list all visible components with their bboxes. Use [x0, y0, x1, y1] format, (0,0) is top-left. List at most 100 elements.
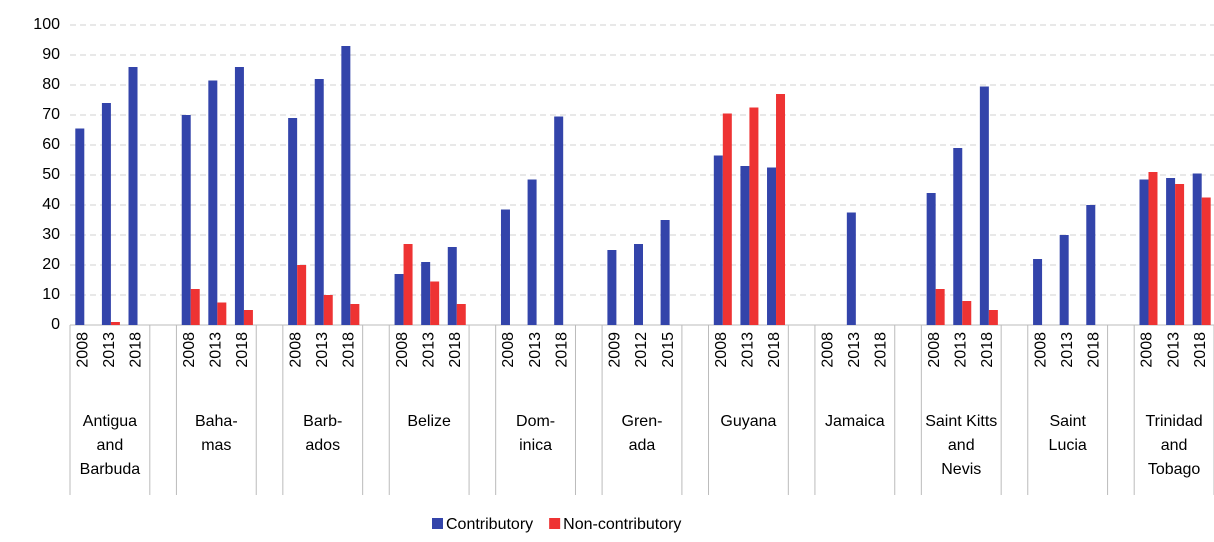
- bar: [288, 118, 298, 325]
- bar: [953, 148, 963, 325]
- x-tick-label: 2018: [1192, 332, 1209, 368]
- x-tick-label: 2015: [660, 332, 677, 368]
- bar: [660, 220, 670, 325]
- x-tick-label: 2018: [234, 332, 251, 368]
- bar: [447, 247, 457, 325]
- y-tick-label: 60: [42, 136, 60, 153]
- legend-label: Non-contributory: [563, 516, 681, 533]
- x-tick-label: 2008: [181, 332, 198, 368]
- bar: [314, 79, 324, 325]
- bar: [234, 67, 244, 325]
- x-tick-label: 2008: [500, 332, 517, 368]
- x-tick-label: 2018: [341, 332, 358, 368]
- bar: [634, 244, 643, 325]
- bar: [554, 116, 564, 325]
- x-tick-label: 2013: [952, 332, 969, 368]
- bar: [430, 281, 440, 325]
- x-tick-label: 2018: [128, 332, 145, 368]
- x-tick-label: 2008: [1032, 332, 1049, 368]
- x-tick-label: 2008: [713, 332, 730, 368]
- bar: [767, 167, 777, 325]
- x-tick-label: 2018: [447, 332, 464, 368]
- group-label: Dom- inica: [516, 413, 556, 454]
- bar: [217, 302, 227, 325]
- bar: [110, 322, 120, 325]
- bar: [341, 46, 351, 325]
- x-tick-label: 2008: [1139, 332, 1156, 368]
- bar: [394, 274, 404, 325]
- bar: [1166, 178, 1176, 325]
- bar: [607, 250, 617, 325]
- x-tick-label: 2009: [607, 332, 624, 368]
- bar: [1175, 184, 1185, 325]
- x-tick-label: 2013: [1165, 332, 1182, 368]
- x-tick-label: 2018: [1085, 332, 1102, 368]
- bar: [776, 94, 786, 325]
- y-tick-label: 10: [42, 286, 60, 303]
- y-tick-label: 70: [42, 106, 60, 123]
- legend-label: Contributory: [446, 516, 533, 533]
- bar: [722, 113, 732, 325]
- bar: [297, 265, 307, 325]
- x-tick-label: 2008: [394, 332, 411, 368]
- x-tick-label: 2013: [420, 332, 437, 368]
- bar: [243, 310, 253, 325]
- x-tick-label: 2013: [1059, 332, 1076, 368]
- x-tick-label: 2013: [101, 332, 118, 368]
- bar: [128, 67, 138, 325]
- x-tick-label: 2013: [527, 332, 544, 368]
- bar: [350, 304, 360, 325]
- x-tick-label: 2013: [208, 332, 225, 368]
- bar: [740, 166, 750, 325]
- group-label: Belize: [407, 413, 451, 430]
- bar: [403, 244, 413, 325]
- bar: [421, 262, 431, 325]
- bar: [979, 86, 989, 325]
- bar: [456, 304, 466, 325]
- bar: [1201, 197, 1211, 325]
- bar: [926, 193, 936, 325]
- bar: [749, 107, 759, 325]
- y-tick-label: 90: [42, 46, 60, 63]
- group-label: Antigua and Barbuda: [79, 413, 141, 478]
- group-label: Saint Kitts and Nevis: [925, 413, 998, 478]
- x-tick-label: 2018: [766, 332, 783, 368]
- group-label: Guyana: [720, 413, 777, 430]
- y-tick-label: 80: [42, 76, 60, 93]
- bar: [1148, 172, 1158, 325]
- x-tick-label: 2008: [287, 332, 304, 368]
- x-tick-label: 2008: [926, 332, 943, 368]
- x-tick-label: 2013: [314, 332, 331, 368]
- bar: [988, 310, 998, 325]
- bar: [1086, 205, 1096, 325]
- x-tick-label: 2018: [979, 332, 996, 368]
- bar: [1033, 259, 1043, 325]
- group-label: Baha- mas: [194, 413, 238, 454]
- y-tick-label: 30: [42, 226, 60, 243]
- x-tick-label: 2018: [873, 332, 890, 368]
- x-tick-label: 2013: [740, 332, 757, 368]
- y-tick-label: 100: [33, 16, 60, 33]
- bar: [101, 103, 111, 325]
- bar: [962, 301, 972, 325]
- x-tick-label: 2013: [846, 332, 863, 368]
- y-tick-label: 50: [42, 166, 60, 183]
- legend-swatch: [549, 518, 561, 529]
- x-tick-label: 2008: [75, 332, 92, 368]
- bar: [1139, 179, 1149, 325]
- x-tick-label: 2012: [633, 332, 650, 368]
- bar: [181, 115, 191, 325]
- bar: [323, 295, 333, 325]
- group-label: Saint Lucia: [1048, 413, 1087, 454]
- bar: [713, 155, 723, 325]
- bar: [935, 289, 945, 325]
- group-label: Jamaica: [825, 413, 885, 430]
- y-tick-label: 40: [42, 196, 60, 213]
- y-tick-label: 0: [51, 316, 60, 333]
- bar: [527, 179, 537, 325]
- legend-swatch: [432, 518, 443, 529]
- bar: [208, 80, 218, 325]
- bar: [500, 209, 510, 325]
